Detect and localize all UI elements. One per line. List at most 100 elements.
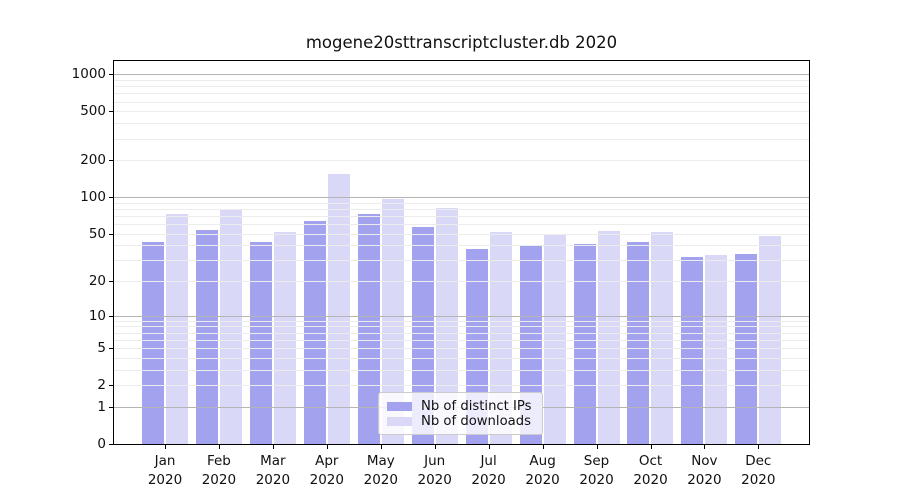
x-tick-month: Jun bbox=[424, 453, 446, 469]
gridline-minor-7 bbox=[114, 332, 809, 334]
legend-label-distinct-ips: Nb of distinct IPs bbox=[421, 399, 532, 414]
gridline-minor-80 bbox=[114, 208, 809, 210]
y-tick-5 bbox=[109, 348, 113, 350]
gridline-minor-500 bbox=[114, 111, 809, 113]
y-tick-50 bbox=[109, 233, 113, 235]
y-tick-label-1000: 1000 bbox=[71, 66, 106, 83]
x-tick-dec bbox=[758, 445, 760, 449]
x-tick-label-may: May 2020 bbox=[351, 452, 411, 489]
y-tick-label-10: 10 bbox=[88, 307, 106, 324]
x-tick-label-nov: Nov 2020 bbox=[674, 452, 734, 489]
chart-title: mogene20sttranscriptcluster.db 2020 bbox=[305, 33, 618, 52]
x-tick-year: 2020 bbox=[147, 471, 183, 488]
x-tick-year: 2020 bbox=[525, 471, 560, 488]
bar-downloads-apr bbox=[327, 173, 350, 444]
gridline-major-10 bbox=[114, 315, 809, 317]
x-tick-year: 2020 bbox=[417, 471, 452, 488]
x-tick-year: 2020 bbox=[309, 471, 344, 488]
x-tick-nov bbox=[704, 445, 706, 449]
gridline-minor-20 bbox=[114, 281, 809, 283]
legend-label-downloads: Nb of downloads bbox=[421, 414, 531, 429]
x-tick-oct bbox=[650, 445, 652, 449]
x-tick-year: 2020 bbox=[633, 471, 668, 488]
y-tick-500 bbox=[109, 111, 113, 113]
y-tick-label-20: 20 bbox=[88, 273, 106, 290]
y-tick-label-5: 5 bbox=[97, 340, 106, 357]
x-tick-label-oct: Oct 2020 bbox=[621, 452, 681, 489]
y-tick-1000 bbox=[109, 74, 113, 76]
y-tick-label-200: 200 bbox=[80, 152, 106, 169]
x-tick-feb bbox=[218, 445, 220, 449]
x-tick-aug bbox=[542, 445, 544, 449]
x-tick-label-sep: Sep 2020 bbox=[567, 452, 627, 489]
gridline-minor-30 bbox=[114, 260, 809, 262]
legend: Nb of distinct IPs Nb of downloads bbox=[378, 392, 543, 435]
gridline-minor-5 bbox=[114, 348, 809, 350]
x-tick-may bbox=[380, 445, 382, 449]
x-tick-jan bbox=[165, 445, 166, 449]
x-tick-month: Apr bbox=[315, 453, 339, 469]
x-tick-month: Mar bbox=[260, 453, 286, 469]
legend-swatch-downloads bbox=[387, 417, 412, 426]
gridline-major-100 bbox=[114, 197, 809, 199]
x-tick-month: Nov bbox=[691, 453, 718, 469]
bar-distinct-ips-may bbox=[357, 213, 380, 444]
x-tick-month: Dec bbox=[745, 453, 772, 469]
x-tick-jul bbox=[488, 445, 490, 449]
bar-distinct-ips-feb bbox=[195, 229, 218, 444]
y-tick-10 bbox=[109, 315, 113, 317]
x-tick-apr bbox=[326, 445, 328, 449]
x-tick-year: 2020 bbox=[363, 471, 398, 488]
bar-distinct-ips-jan bbox=[142, 241, 164, 444]
plot-area bbox=[113, 60, 810, 445]
x-tick-month: Jul bbox=[480, 453, 497, 469]
y-tick-label-0: 0 bbox=[97, 436, 106, 452]
bar-distinct-ips-sep bbox=[573, 244, 596, 444]
x-tick-month: Oct bbox=[638, 453, 663, 469]
y-tick-100 bbox=[109, 197, 113, 199]
y-tick-label-2: 2 bbox=[97, 377, 106, 394]
bar-downloads-jul bbox=[489, 231, 512, 444]
x-tick-label-jul: Jul 2020 bbox=[459, 452, 519, 489]
gridline-minor-200 bbox=[114, 160, 809, 162]
gridline-minor-300 bbox=[114, 138, 809, 140]
x-tick-label-jun: Jun 2020 bbox=[405, 452, 465, 489]
y-tick-1 bbox=[109, 406, 113, 408]
gridline-minor-6 bbox=[114, 339, 809, 341]
bar-downloads-jan bbox=[166, 213, 188, 444]
x-tick-month: Feb bbox=[206, 453, 231, 469]
gridline-minor-3 bbox=[114, 369, 809, 371]
bar-downloads-mar bbox=[273, 231, 296, 444]
gridline-minor-700 bbox=[114, 93, 809, 95]
gridline-minor-4 bbox=[114, 357, 809, 359]
x-tick-label-aug: Aug 2020 bbox=[513, 452, 573, 489]
gridline-minor-800 bbox=[114, 86, 809, 88]
x-tick-label-apr: Apr 2020 bbox=[297, 452, 357, 489]
y-tick-200 bbox=[109, 160, 113, 162]
x-tick-mar bbox=[272, 445, 274, 449]
bar-downloads-nov bbox=[705, 255, 728, 444]
x-tick-year: 2020 bbox=[201, 471, 237, 488]
y-tick-label-1: 1 bbox=[97, 398, 106, 415]
gridline-minor-900 bbox=[114, 80, 809, 81]
x-tick-label-mar: Mar 2020 bbox=[243, 452, 303, 489]
gridline-minor-50 bbox=[114, 233, 809, 235]
y-tick-2 bbox=[109, 385, 113, 387]
gridline-minor-40 bbox=[114, 245, 809, 247]
bar-distinct-ips-jun bbox=[411, 226, 434, 444]
x-tick-year: 2020 bbox=[471, 471, 506, 488]
x-tick-year: 2020 bbox=[255, 471, 291, 488]
bar-downloads-jun bbox=[435, 208, 458, 444]
bar-downloads-oct bbox=[651, 231, 674, 444]
y-tick-20 bbox=[109, 281, 113, 283]
legend-swatch-distinct-ips bbox=[387, 402, 412, 411]
x-tick-month: Aug bbox=[529, 453, 556, 469]
gridline-minor-60 bbox=[114, 224, 809, 226]
gridline-minor-600 bbox=[114, 101, 809, 103]
gridline-minor-400 bbox=[114, 123, 809, 125]
x-tick-month: May bbox=[366, 453, 395, 469]
x-tick-jun bbox=[434, 445, 436, 449]
x-tick-month: Sep bbox=[583, 453, 610, 469]
x-tick-label-dec: Dec 2020 bbox=[728, 452, 788, 489]
